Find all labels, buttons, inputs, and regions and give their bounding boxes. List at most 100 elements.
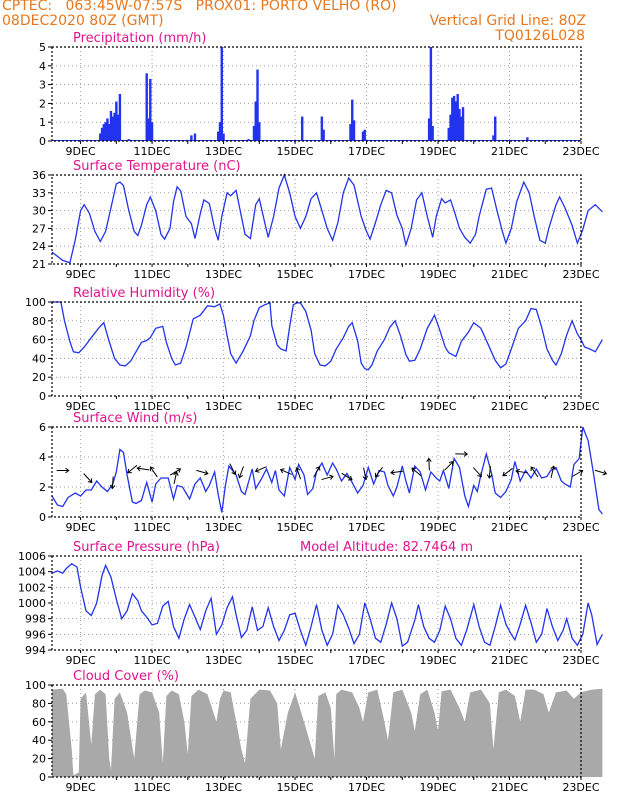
- y-tick-label: 1: [39, 116, 46, 129]
- precip-bar: [217, 131, 220, 141]
- wind-arrow-head: [109, 484, 116, 490]
- y-tick-label: 998: [25, 613, 46, 626]
- panel-frame: [51, 174, 582, 265]
- wind-arrow-shaft: [363, 467, 367, 480]
- wind-arrow-head: [426, 457, 432, 463]
- y-tick-label: 27: [32, 222, 46, 235]
- wind-arrow-head: [375, 472, 380, 478]
- y-tick-label: 0: [39, 511, 46, 524]
- x-tick-label: 17DEC: [348, 521, 385, 534]
- y-tick-label: 40: [32, 734, 46, 747]
- wind-arrow-shaft: [296, 467, 302, 480]
- precip-bar: [320, 116, 324, 141]
- precip-bar: [147, 118, 150, 141]
- panel-title-2: Relative Humidity (%): [73, 286, 215, 301]
- precip-bar: [494, 116, 497, 141]
- x-tick-label: 9DEC: [66, 400, 96, 413]
- header-model-id: TQ0126L028: [495, 28, 585, 44]
- precip-bar: [118, 94, 122, 141]
- panel-frame: [51, 684, 582, 778]
- wind-arrow-shaft: [375, 466, 383, 478]
- x-tick-label: 9DEC: [66, 268, 96, 281]
- y-tick-label: 100: [25, 296, 46, 309]
- wind-arrow-shaft: [594, 469, 607, 475]
- precip-bar: [149, 78, 152, 141]
- wind-arrow-head: [411, 467, 417, 473]
- wind-arrow-shaft: [280, 469, 292, 475]
- x-tick-label: 23DEC: [562, 521, 599, 534]
- x-tick-label: 21DEC: [491, 521, 528, 534]
- y-tick-label: 3: [39, 79, 46, 92]
- x-tick-label: 21DEC: [491, 781, 528, 794]
- precip-bar: [301, 116, 304, 141]
- y-tick-label: 100: [25, 679, 46, 692]
- x-tick-label: 13DEC: [205, 654, 242, 667]
- precip-bar: [492, 135, 495, 141]
- y-tick-label: 1004: [18, 566, 46, 579]
- precip-bar: [218, 122, 222, 141]
- y-tick-label: 6: [39, 421, 46, 434]
- wind-arrow-shaft: [229, 463, 236, 475]
- wind-arrow-head: [448, 461, 454, 466]
- precip-bar: [109, 110, 113, 141]
- wind-arrow-shaft: [341, 472, 353, 481]
- precip-bar: [111, 116, 114, 141]
- wind-arrow-shaft: [196, 469, 209, 475]
- precip-bar: [461, 107, 465, 141]
- x-tick-label: 9DEC: [66, 145, 96, 158]
- wind-arrow-head: [176, 468, 182, 473]
- panel-title-0: Precipitation (mm/h): [73, 31, 206, 46]
- x-tick-label: 23DEC: [562, 400, 599, 413]
- x-tick-label: 23DEC: [562, 654, 599, 667]
- y-tick-label: 21: [32, 258, 46, 271]
- precip-bar: [456, 94, 459, 141]
- wind-arrow-shaft: [444, 461, 454, 471]
- wind-arrow-shaft: [150, 466, 158, 478]
- x-tick-label: 17DEC: [348, 145, 385, 158]
- x-tick-label: 15DEC: [276, 145, 313, 158]
- precip-bar: [107, 124, 111, 141]
- precip-bar: [258, 122, 261, 141]
- x-tick-label: 19DEC: [419, 400, 456, 413]
- y-tick-label: 1000: [18, 597, 46, 610]
- precip-bar: [447, 127, 450, 141]
- x-tick-label: 13DEC: [205, 400, 242, 413]
- wind-arrow-head: [578, 469, 584, 475]
- x-tick-label: 23DEC: [562, 268, 599, 281]
- x-tick-label: 13DEC: [205, 781, 242, 794]
- y-tick-label: 2: [39, 97, 46, 110]
- wind-arrow-head: [602, 470, 608, 476]
- precip-bar: [222, 133, 225, 141]
- header-station-line: CPTEC: 063:45W-07:57S PROX01: PORTO VELH…: [2, 0, 397, 14]
- wind-arrow-shaft: [428, 458, 430, 471]
- precip-bar: [431, 125, 434, 141]
- wind-arrow-head: [530, 466, 536, 472]
- x-tick-label: 9DEC: [66, 781, 96, 794]
- y-tick-label: 80: [32, 697, 46, 710]
- wind-arrow-shaft: [111, 476, 114, 489]
- precip-bar: [351, 99, 354, 141]
- precip-bar: [190, 135, 193, 141]
- cloud-cover-area: [52, 688, 603, 777]
- panel-title-5: Cloud Cover (%): [73, 669, 179, 684]
- precip-bar: [452, 95, 456, 141]
- wind-arrow-shaft: [488, 465, 491, 479]
- wind-arrow-shaft: [169, 468, 181, 476]
- wind-arrow-head: [279, 468, 285, 474]
- precip-bar: [145, 73, 148, 141]
- y-tick-label: 33: [32, 187, 46, 200]
- wind-arrow-head: [347, 475, 353, 481]
- y-tick-label: 24: [32, 240, 46, 253]
- precip-bar: [106, 118, 109, 141]
- header-grid-line-note: Vertical Grid Line: 80Z: [429, 13, 586, 29]
- x-tick-label: 21DEC: [491, 654, 528, 667]
- x-tick-label: 23DEC: [562, 781, 599, 794]
- precip-bar: [352, 120, 356, 141]
- x-tick-label: 17DEC: [348, 268, 385, 281]
- y-tick-label: 0: [39, 390, 46, 403]
- y-tick-label: 20: [32, 371, 46, 384]
- wind-arrow-head: [550, 465, 556, 471]
- y-tick-label: 80: [32, 315, 46, 328]
- precip-bar: [451, 97, 454, 141]
- wind-arrow-shaft: [238, 466, 244, 478]
